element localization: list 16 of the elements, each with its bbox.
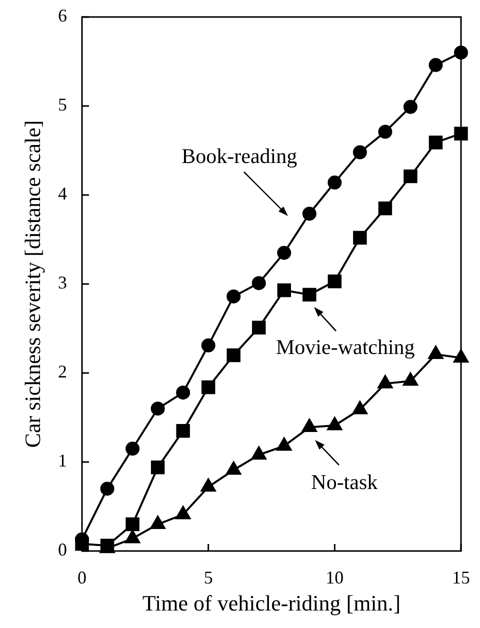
x-tick-label: 5 [204, 568, 213, 588]
y-tick-label: 2 [58, 362, 67, 382]
y-tick-label: 1 [58, 450, 67, 471]
x-tick-label: 0 [78, 568, 86, 588]
y-axis-title: Car sickness severity [distance scale] [20, 120, 45, 448]
y-tick-label: 0 [58, 540, 67, 560]
x-axis-title: Time of vehicle-riding [min.] [142, 590, 401, 616]
annotation: Book-reading [182, 144, 298, 168]
y-tick-label: 6 [58, 6, 67, 26]
y-tick-label: 5 [58, 94, 67, 115]
x-tick-label: 15 [452, 568, 470, 588]
y-tick-label: 4 [58, 184, 67, 204]
x-tick-label: 10 [326, 568, 344, 588]
annotation: Movie-watching [276, 335, 416, 360]
annotation: No-task [311, 470, 378, 494]
y-tick-label: 3 [58, 272, 67, 293]
